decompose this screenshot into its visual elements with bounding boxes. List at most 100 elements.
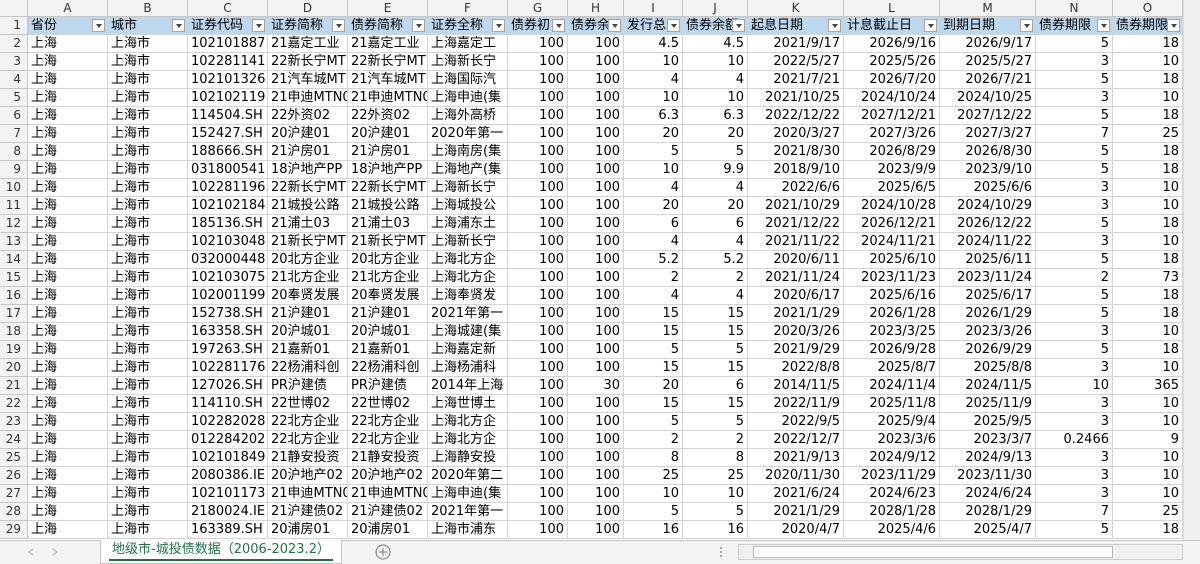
cell[interactable]: 2024/10/24 <box>844 89 940 107</box>
cell[interactable]: 2026/8/29 <box>844 143 940 161</box>
row-header[interactable]: 3 <box>0 53 28 71</box>
filter-button[interactable] <box>1020 19 1033 32</box>
cell[interactable]: 上海市 <box>108 521 188 539</box>
row-header[interactable]: 15 <box>0 269 28 287</box>
cell[interactable]: 18 <box>1113 251 1183 269</box>
cell[interactable]: 上海 <box>28 161 108 179</box>
cell[interactable]: 100 <box>508 53 568 71</box>
cell[interactable]: 100 <box>568 323 624 341</box>
filter-button[interactable] <box>492 19 505 32</box>
cell[interactable]: 2020/11/30 <box>748 467 844 485</box>
cell[interactable]: 100 <box>568 179 624 197</box>
filter-button[interactable] <box>92 19 105 32</box>
cell[interactable]: 100 <box>508 359 568 377</box>
cell[interactable]: 2025/5/26 <box>844 53 940 71</box>
cell[interactable]: 152738.SH <box>188 305 268 323</box>
cell[interactable]: 20沪建01 <box>348 125 428 143</box>
cell[interactable]: 2023/3/7 <box>940 431 1036 449</box>
cell[interactable]: 5 <box>1036 107 1113 125</box>
column-header[interactable]: M <box>940 0 1036 17</box>
cell[interactable]: 5 <box>1036 305 1113 323</box>
cell[interactable]: 100 <box>568 143 624 161</box>
cell[interactable]: 22杨浦科创 <box>268 359 348 377</box>
cell[interactable]: 100 <box>568 413 624 431</box>
cell[interactable]: 012284202. <box>188 431 268 449</box>
filter-button[interactable] <box>412 19 425 32</box>
cell[interactable]: 2024/6/23 <box>844 485 940 503</box>
cell[interactable]: 5 <box>1036 287 1113 305</box>
cell[interactable]: 10 <box>1113 449 1183 467</box>
cell[interactable]: 2021年第一 <box>428 305 508 323</box>
row-header[interactable]: 1 <box>0 17 28 35</box>
cell[interactable]: 上海北方企 <box>428 251 508 269</box>
cell[interactable]: 上海市 <box>108 395 188 413</box>
cell[interactable]: 上海 <box>28 503 108 521</box>
cell[interactable]: 21浦土03 <box>348 215 428 233</box>
cell[interactable]: 3 <box>1036 413 1113 431</box>
cell[interactable]: 6 <box>624 215 683 233</box>
cell[interactable]: 100 <box>508 233 568 251</box>
cell[interactable]: 100 <box>568 395 624 413</box>
cell[interactable]: 2014年上海 <box>428 377 508 395</box>
cell[interactable]: 上海静安投 <box>428 449 508 467</box>
cell[interactable]: 163358.SH <box>188 323 268 341</box>
cell[interactable]: 114110.SH <box>188 395 268 413</box>
cell[interactable]: 18沪地产PP <box>348 161 428 179</box>
cell[interactable]: 2023/3/26 <box>940 323 1036 341</box>
cell[interactable]: 5 <box>683 413 748 431</box>
cell[interactable]: 4.5 <box>624 35 683 53</box>
cell[interactable]: 上海市 <box>108 341 188 359</box>
column-header[interactable]: G <box>508 0 568 17</box>
cell[interactable]: 20浦房01 <box>268 521 348 539</box>
filter-button[interactable] <box>667 19 680 32</box>
cell[interactable]: 188666.SH <box>188 143 268 161</box>
cell[interactable]: 100 <box>508 71 568 89</box>
column-header[interactable]: A <box>28 0 108 17</box>
row-header[interactable]: 28 <box>0 503 28 521</box>
cell[interactable]: 2020/4/7 <box>748 521 844 539</box>
cell[interactable]: 100 <box>508 35 568 53</box>
cell[interactable]: 2 <box>624 431 683 449</box>
cell[interactable]: 4 <box>624 179 683 197</box>
cell[interactable]: 2020/6/17 <box>748 287 844 305</box>
cell[interactable]: PR沪建债 <box>348 377 428 395</box>
cell[interactable]: 9 <box>1113 431 1183 449</box>
cell[interactable]: 2024/10/25 <box>940 89 1036 107</box>
cell[interactable]: 2180024.IE <box>188 503 268 521</box>
cell[interactable]: 102101173. <box>188 485 268 503</box>
cell[interactable]: 2026/1/28 <box>844 305 940 323</box>
cell[interactable]: 3 <box>1036 395 1113 413</box>
sheet-tab[interactable]: 地级市-城投债数据（2006-2023.2） <box>100 540 342 564</box>
cell[interactable]: 2 <box>683 269 748 287</box>
cell[interactable]: 上海 <box>28 35 108 53</box>
cell[interactable]: 上海 <box>28 449 108 467</box>
cell[interactable]: 100 <box>568 233 624 251</box>
cell[interactable]: 上海国际汽 <box>428 71 508 89</box>
row-header[interactable]: 21 <box>0 377 28 395</box>
cell[interactable]: 2021/1/29 <box>748 503 844 521</box>
cell[interactable]: 上海市 <box>108 377 188 395</box>
cell[interactable]: 21浦土03 <box>268 215 348 233</box>
header-cell[interactable]: 到期日期 <box>940 17 1036 35</box>
cell[interactable]: 上海外高桥 <box>428 107 508 125</box>
cell[interactable]: 5 <box>1036 251 1113 269</box>
cell[interactable]: 21新长宁MT <box>348 233 428 251</box>
cell[interactable]: 2023/11/23 <box>844 269 940 287</box>
cell[interactable]: 2022/6/6 <box>748 179 844 197</box>
column-header[interactable]: F <box>428 0 508 17</box>
cell[interactable]: 100 <box>568 251 624 269</box>
cell[interactable]: 102281141. <box>188 53 268 71</box>
cell[interactable]: 100 <box>508 197 568 215</box>
cell[interactable]: 031800541. <box>188 161 268 179</box>
cell[interactable]: 2021年第一 <box>428 503 508 521</box>
cell[interactable]: 3 <box>1036 485 1113 503</box>
row-header[interactable]: 26 <box>0 467 28 485</box>
cell[interactable]: 10 <box>624 485 683 503</box>
cell[interactable]: 100 <box>568 287 624 305</box>
row-header[interactable]: 8 <box>0 143 28 161</box>
cell[interactable]: 102101849. <box>188 449 268 467</box>
cell[interactable]: 5 <box>1036 35 1113 53</box>
cell[interactable]: 100 <box>568 125 624 143</box>
cell[interactable]: 21城投公路 <box>348 197 428 215</box>
cell[interactable]: 2 <box>683 431 748 449</box>
